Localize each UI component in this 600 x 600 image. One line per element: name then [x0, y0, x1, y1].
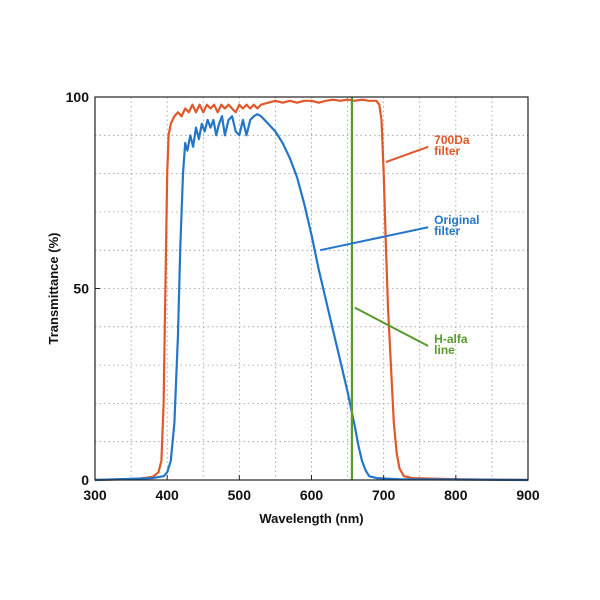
y-axis-title: Transmittance (%): [46, 233, 61, 345]
x-tick-label: 700: [372, 487, 396, 503]
x-tick-label: 500: [228, 487, 252, 503]
x-tick-label: 400: [155, 487, 179, 503]
series-layer: [94, 97, 529, 482]
annotation-label: 700Da filter: [434, 133, 470, 158]
annotation-leader: [354, 306, 429, 347]
annotation-label-line: H-alfa: [434, 332, 468, 346]
annotation-leader: [385, 145, 429, 164]
x-tick-label: 800: [444, 487, 468, 503]
annotation-label-line: filter: [434, 144, 460, 158]
annotation-label: H-alfa line: [434, 332, 468, 357]
annotation-label-line: Original: [434, 213, 479, 227]
y-tick-label: 100: [66, 89, 90, 105]
x-tick-label: 600: [300, 487, 324, 503]
grid: [95, 97, 528, 480]
annotation-label-line: filter: [434, 224, 460, 238]
y-tick-label: 50: [73, 281, 89, 297]
annotation-label-line: line: [434, 343, 455, 357]
y-tick-label: 0: [81, 472, 89, 488]
annotation-leader: [319, 226, 429, 252]
series-line-700da-filter: [94, 98, 529, 482]
series-line-original-filter: [94, 113, 529, 482]
y-ticks: 0 50 100: [66, 89, 100, 488]
x-axis-title: Wavelength (nm): [259, 511, 363, 526]
x-ticks: 300 400 500 600 700 800 900: [83, 475, 540, 503]
x-tick-label: 300: [83, 487, 107, 503]
annotation-label-line: 700Da: [434, 133, 470, 147]
x-tick-label: 900: [516, 487, 540, 503]
annotation-label: Original filter: [434, 213, 479, 238]
